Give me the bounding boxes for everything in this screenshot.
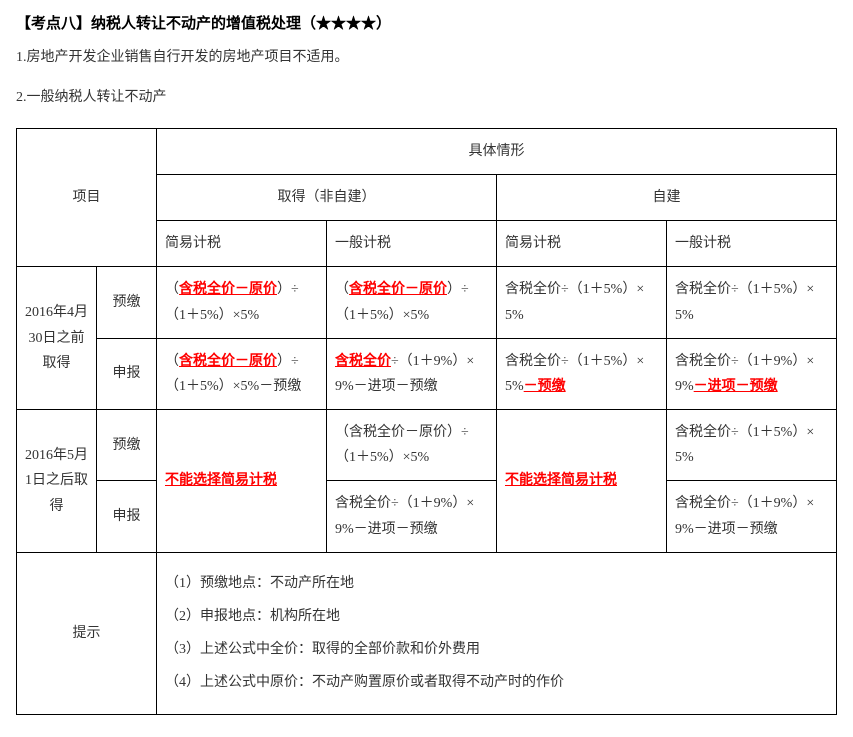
header-general-1: 一般计税: [327, 221, 497, 267]
paragraph-1: 1.房地产开发企业销售自行开发的房地产项目不适用。: [16, 47, 837, 69]
cell-r2c2: 含税全价÷（1＋9%）×9%－进项－预缴: [327, 338, 497, 409]
cell-r4c2: 含税全价÷（1＋9%）×9%－进项－预缴: [327, 481, 497, 552]
cell-r2c1: （含税全价－原价）÷（1＋5%）×5%－预缴: [157, 338, 327, 409]
period2-label: 2016年5月1日之后取得: [17, 410, 97, 553]
table-row: 申报 （含税全价－原价）÷（1＋5%）×5%－预缴 含税全价÷（1＋9%）×9%…: [17, 338, 837, 409]
cell-r1c4: 含税全价÷（1＋5%）×5%: [667, 267, 837, 338]
tip-4: （4）上述公式中原价：不动产购置原价或者取得不动产时的作价: [165, 670, 828, 695]
text: （: [335, 282, 349, 297]
cell-r2c3: 含税全价÷（1＋5%）×5%－预缴: [497, 338, 667, 409]
cell-r3c1: 不能选择简易计税: [157, 410, 327, 553]
header-project: 项目: [17, 128, 157, 267]
tips-cell: （1）预缴地点：不动产所在地 （2）申报地点：机构所在地 （3）上述公式中全价：…: [157, 552, 837, 714]
emphasis-text: －预缴: [524, 379, 566, 394]
cell-r1c3: 含税全价÷（1＋5%）×5%: [497, 267, 667, 338]
table-row: 提示 （1）预缴地点：不动产所在地 （2）申报地点：机构所在地 （3）上述公式中…: [17, 552, 837, 714]
emphasis-text: 含税全价－原价: [349, 282, 447, 297]
tips-label: 提示: [17, 552, 157, 714]
cell-r4c4: 含税全价÷（1＋9%）×9%－进项－预缴: [667, 481, 837, 552]
header-simple-2: 简易计税: [497, 221, 667, 267]
prepay-label: 预缴: [97, 410, 157, 481]
paragraph-2: 2.一般纳税人转让不动产: [16, 87, 837, 109]
emphasis-text: 含税全价－原价: [179, 282, 277, 297]
cell-r2c4: 含税全价÷（1＋9%）×9%－进项－预缴: [667, 338, 837, 409]
header-situation: 具体情形: [157, 128, 837, 174]
cell-r3c2: （含税全价－原价）÷（1＋5%）×5%: [327, 410, 497, 481]
tip-1: （1）预缴地点：不动产所在地: [165, 571, 828, 596]
cell-r3c4: 含税全价÷（1＋5%）×5%: [667, 410, 837, 481]
prepay-label: 预缴: [97, 267, 157, 338]
header-acquired: 取得（非自建）: [157, 174, 497, 220]
emphasis-text: 不能选择简易计税: [165, 473, 277, 488]
table-row: 2016年4月30日之前取得 预缴 （含税全价－原价）÷（1＋5%）×5% （含…: [17, 267, 837, 338]
heading: 【考点八】纳税人转让不动产的增值税处理（★★★★）: [16, 12, 837, 33]
vat-table: 项目 具体情形 取得（非自建） 自建 简易计税 一般计税 简易计税 一般计税 2…: [16, 128, 837, 715]
text: （: [165, 282, 179, 297]
cell-r3c3: 不能选择简易计税: [497, 410, 667, 553]
header-simple-1: 简易计税: [157, 221, 327, 267]
cell-r1c1: （含税全价－原价）÷（1＋5%）×5%: [157, 267, 327, 338]
table-row: 2016年5月1日之后取得 预缴 不能选择简易计税 （含税全价－原价）÷（1＋5…: [17, 410, 837, 481]
table-row: 申报 含税全价÷（1＋9%）×9%－进项－预缴 含税全价÷（1＋9%）×9%－进…: [17, 481, 837, 552]
text: （: [165, 354, 179, 369]
table-row: 项目 具体情形: [17, 128, 837, 174]
header-general-2: 一般计税: [667, 221, 837, 267]
emphasis-text: 不能选择简易计税: [505, 473, 617, 488]
tip-2: （2）申报地点：机构所在地: [165, 604, 828, 629]
declare-label: 申报: [97, 481, 157, 552]
tip-3: （3）上述公式中全价：取得的全部价款和价外费用: [165, 637, 828, 662]
header-selfbuilt: 自建: [497, 174, 837, 220]
emphasis-text: －进项－预缴: [694, 379, 778, 394]
emphasis-text: 含税全价: [335, 354, 391, 369]
declare-label: 申报: [97, 338, 157, 409]
cell-r1c2: （含税全价－原价）÷（1＋5%）×5%: [327, 267, 497, 338]
period1-label: 2016年4月30日之前取得: [17, 267, 97, 410]
emphasis-text: 含税全价－原价: [179, 354, 277, 369]
